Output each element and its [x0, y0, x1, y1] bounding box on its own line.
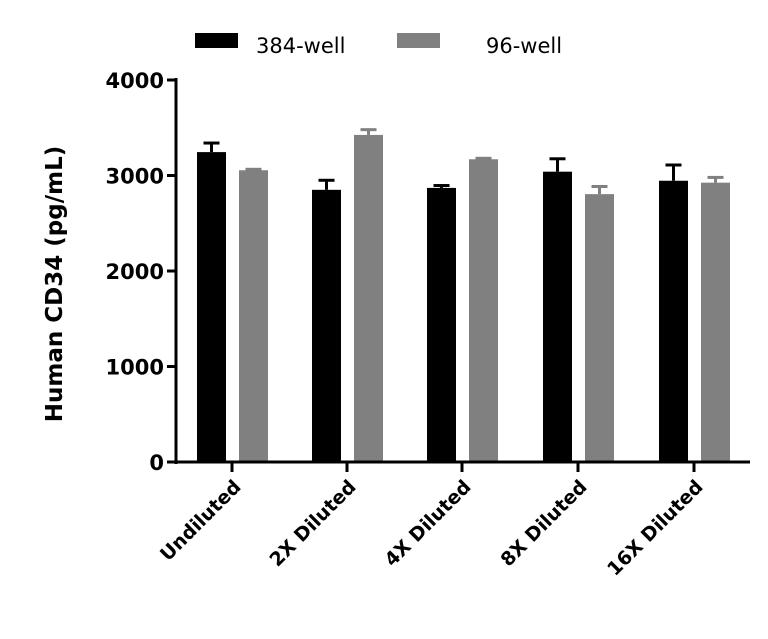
bar-384-well-4X Diluted: [427, 187, 456, 463]
x-axis: Undiluted 2X Diluted 4X Diluted 8X Diluted 1…: [156, 460, 750, 580]
x-category-label: Undiluted: [156, 476, 246, 566]
bar-384-well-Undiluted: [197, 152, 226, 463]
bar-384-well-2X Diluted: [312, 189, 341, 462]
legend-swatch-384-well: [195, 33, 238, 48]
legend-label: 96-well: [486, 34, 562, 58]
legend: 384-well 96-well: [195, 33, 562, 58]
bars: [197, 128, 730, 463]
y-tick-label: 4000: [106, 69, 164, 93]
x-category-label: 16X Diluted: [603, 476, 707, 580]
y-axis: 0 1000 2000 3000 4000: [106, 69, 178, 475]
legend-label: 384-well: [256, 34, 345, 58]
legend-swatch-96-well: [397, 33, 440, 48]
bar-384-well-16X Diluted: [659, 180, 688, 462]
bar-384-well-8X Diluted: [543, 171, 572, 462]
bar-96-well-8X Diluted: [585, 194, 614, 462]
y-tick-label: 3000: [106, 165, 164, 189]
x-category-label: 2X Diluted: [266, 476, 361, 571]
bar-96-well-Undiluted: [239, 170, 268, 462]
y-axis-label: Human CD34 (pg/mL): [42, 146, 68, 422]
bar-96-well-16X Diluted: [701, 182, 730, 462]
x-category-label: 4X Diluted: [381, 476, 476, 571]
y-axis-title: Human CD34 (pg/mL): [42, 146, 68, 422]
y-tick-label: 2000: [106, 260, 164, 284]
x-category-label: 8X Diluted: [497, 476, 592, 571]
bar-96-well-2X Diluted: [354, 134, 383, 462]
y-tick-label: 1000: [106, 356, 164, 380]
y-tick-label: 0: [149, 451, 164, 475]
bar-96-well-4X Diluted: [469, 159, 498, 462]
